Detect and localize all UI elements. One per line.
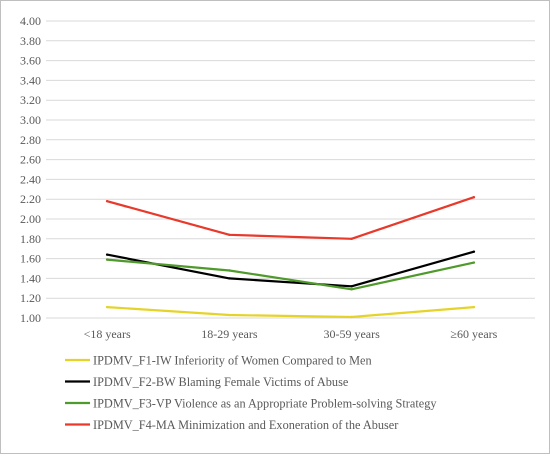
y-tick-label: 2.00 (20, 212, 41, 226)
series-line-4 (105, 196, 475, 240)
data-point (350, 285, 353, 288)
data-point (105, 253, 109, 256)
data-point (472, 196, 476, 199)
y-tick-label: 2.40 (20, 172, 41, 186)
y-tick-label: 1.00 (20, 311, 41, 325)
series-line-3 (105, 258, 475, 291)
x-tick-label: 30-59 years (323, 327, 380, 341)
y-tick-label: 1.20 (20, 291, 41, 305)
y-tick-label: 3.40 (20, 73, 41, 87)
gridlines (46, 20, 535, 319)
data-point (228, 269, 231, 272)
data-point (472, 261, 476, 264)
y-tick-label: 3.80 (20, 34, 41, 48)
y-tick-label: 1.60 (20, 252, 41, 266)
series-line-2 (105, 250, 475, 288)
x-axis-ticks: <18 years 18-29 years 30-59 years ≥60 years (84, 327, 498, 341)
y-tick-label: 3.00 (20, 113, 41, 127)
x-tick-label: ≥60 years (450, 327, 497, 341)
data-point (228, 313, 231, 317)
data-point (228, 233, 231, 237)
y-tick-label: 4.00 (20, 14, 41, 28)
legend-label: IPDMV_F3-VP Violence as an Appropriate P… (93, 397, 437, 411)
series-lines (105, 196, 476, 319)
y-tick-label: 1.80 (20, 232, 41, 246)
data-point (350, 315, 353, 319)
data-point (472, 250, 476, 253)
data-point (228, 277, 231, 280)
x-tick-label: <18 years (84, 327, 131, 341)
data-point (350, 288, 353, 291)
legend-label: IPDMV_F4-MA Minimization and Exoneration… (93, 418, 398, 432)
data-point (472, 305, 476, 309)
y-tick-label: 3.60 (20, 54, 41, 68)
series-line-1 (105, 306, 475, 319)
data-point (105, 258, 109, 261)
y-tick-label: 2.60 (20, 153, 41, 167)
y-tick-label: 1.40 (20, 271, 41, 285)
y-tick-label: 3.20 (20, 93, 41, 107)
legend-label: IPDMV_F1-IW Inferiority of Women Compare… (93, 354, 372, 368)
x-tick-label: 18-29 years (201, 327, 258, 341)
legend-label: IPDMV_F2-BW Blaming Female Victims of Ab… (93, 375, 349, 389)
data-point (105, 305, 109, 309)
legend: IPDMV_F1-IW Inferiority of Women Compare… (65, 354, 437, 432)
y-axis-ticks: 1.00 1.20 1.40 1.60 1.80 2.00 2.20 2.40 2.60 2.80… (20, 14, 41, 325)
data-point (350, 237, 353, 240)
data-point (105, 199, 109, 203)
y-tick-label: 2.80 (20, 133, 41, 147)
y-tick-label: 2.20 (20, 192, 41, 206)
